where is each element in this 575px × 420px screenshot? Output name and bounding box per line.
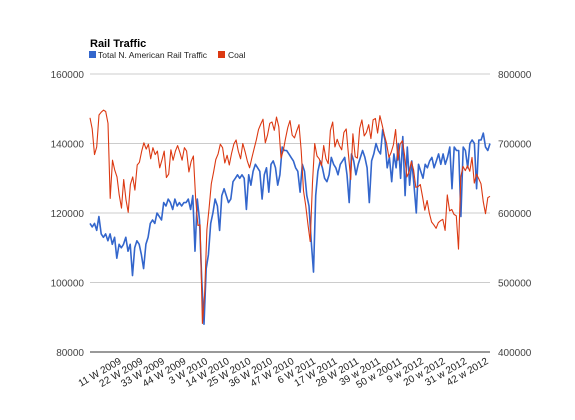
legend-swatch-coal: [218, 51, 225, 58]
y-axis-left: 80000 100000 120000 140000 160000: [51, 70, 85, 359]
series-line-total-rail: [89, 128, 491, 326]
legend-swatch-total-rail: [89, 51, 96, 58]
chart-title: Rail Traffic: [90, 38, 146, 50]
y-right-tick-label: 700000: [498, 140, 532, 151]
legend-label-total-rail[interactable]: Total N. American Rail Traffic: [98, 50, 208, 60]
series-line-coal: [89, 109, 491, 325]
legend: Total N. American Rail Traffic Coal: [89, 50, 246, 60]
y-axis-right: 400000 500000 600000 700000 800000: [498, 70, 532, 359]
y-right-tick-label: 800000: [498, 70, 532, 81]
y-left-tick-label: 100000: [51, 279, 85, 290]
y-right-tick-label: 600000: [498, 209, 532, 220]
legend-label-coal[interactable]: Coal: [228, 50, 246, 60]
y-left-tick-label: 80000: [56, 348, 84, 359]
y-right-tick-label: 400000: [498, 348, 532, 359]
series-lines: [89, 109, 491, 326]
y-left-tick-label: 120000: [51, 209, 85, 220]
y-right-tick-label: 500000: [498, 279, 532, 290]
y-left-tick-label: 160000: [51, 70, 85, 81]
y-left-tick-label: 140000: [51, 140, 85, 151]
gridlines: [90, 73, 490, 283]
